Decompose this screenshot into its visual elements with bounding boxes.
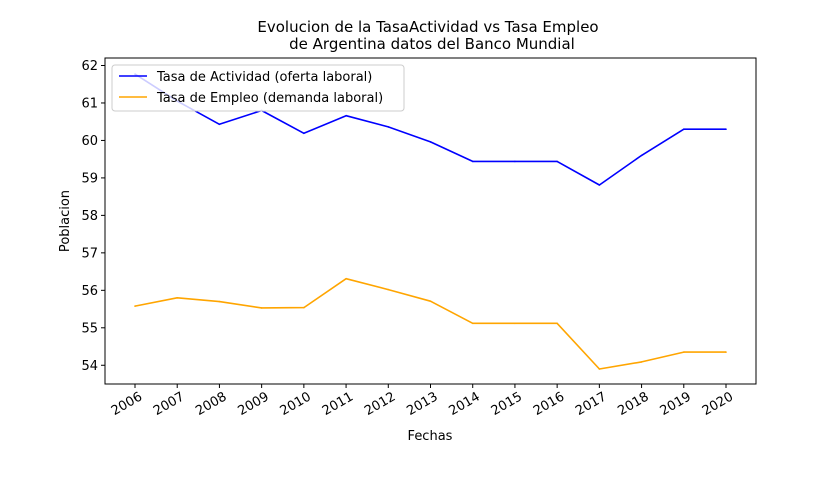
y-tick-label-54: 54 — [81, 359, 98, 374]
data-point-s1-2006 — [134, 305, 136, 307]
data-point-s1-2015 — [514, 322, 516, 325]
y-tick-label-60: 60 — [81, 134, 98, 149]
data-point-s1-2014 — [471, 322, 474, 325]
data-point-s1-2010 — [303, 306, 305, 309]
data-point-s0-2016 — [556, 160, 558, 163]
data-point-s1-2007 — [176, 297, 178, 299]
y-axis-label: Poblacion — [58, 190, 73, 252]
data-point-s1-2008 — [218, 300, 221, 303]
data-point-s1-2009 — [260, 307, 263, 309]
data-point-s1-2013 — [429, 300, 432, 303]
data-point-s0-2008 — [218, 123, 221, 126]
y-tick-label-57: 57 — [81, 246, 98, 261]
series-layer — [134, 73, 727, 370]
y-axis-ticks: 54 55 56 57 58 59 60 61 62 — [81, 59, 105, 374]
data-point-s0-2020 — [725, 128, 727, 130]
data-point-s1-2016 — [556, 322, 558, 325]
data-point-s0-2015 — [514, 160, 516, 163]
plot-frame — [104, 57, 757, 385]
y-tick-label-55: 55 — [81, 321, 98, 336]
legend-label-empleo: Tasa de Empleo (demanda laboral) — [156, 91, 383, 106]
data-point-s0-2013 — [429, 141, 432, 143]
data-point-s0-2011 — [345, 114, 347, 117]
chart-title-line-1: Evolucion de la TasaActividad vs Tasa Em… — [257, 18, 598, 36]
y-tick-label-58: 58 — [81, 209, 98, 224]
data-point-s0-2018 — [640, 154, 643, 157]
data-point-s0-2019 — [683, 128, 685, 130]
data-point-s1-2018 — [640, 361, 643, 363]
data-point-s1-2012 — [387, 288, 390, 291]
y-tick-label-56: 56 — [81, 284, 98, 299]
legend-label-actividad: Tasa de Actividad (oferta laboral) — [156, 70, 372, 85]
data-point-s0-2014 — [471, 160, 474, 163]
data-point-s0-2010 — [303, 132, 305, 135]
data-point-s1-2017 — [598, 368, 601, 370]
data-point-s1-2019 — [683, 351, 685, 353]
y-tick-label-62: 62 — [81, 59, 98, 74]
data-point-s1-2011 — [345, 277, 347, 280]
y-tick-label-59: 59 — [81, 171, 98, 186]
legend-box — [111, 64, 405, 112]
legend: Tasa de Actividad (oferta laboral) Tasa … — [111, 64, 405, 112]
x-axis-label: Fechas — [408, 429, 453, 444]
data-point-s1-2020 — [725, 351, 727, 353]
chart-title-line-2: de Argentina datos del Banco Mundial — [289, 35, 575, 53]
y-tick-label-61: 61 — [81, 96, 98, 111]
data-point-s0-2012 — [387, 126, 390, 128]
data-point-s0-2017 — [598, 184, 601, 186]
